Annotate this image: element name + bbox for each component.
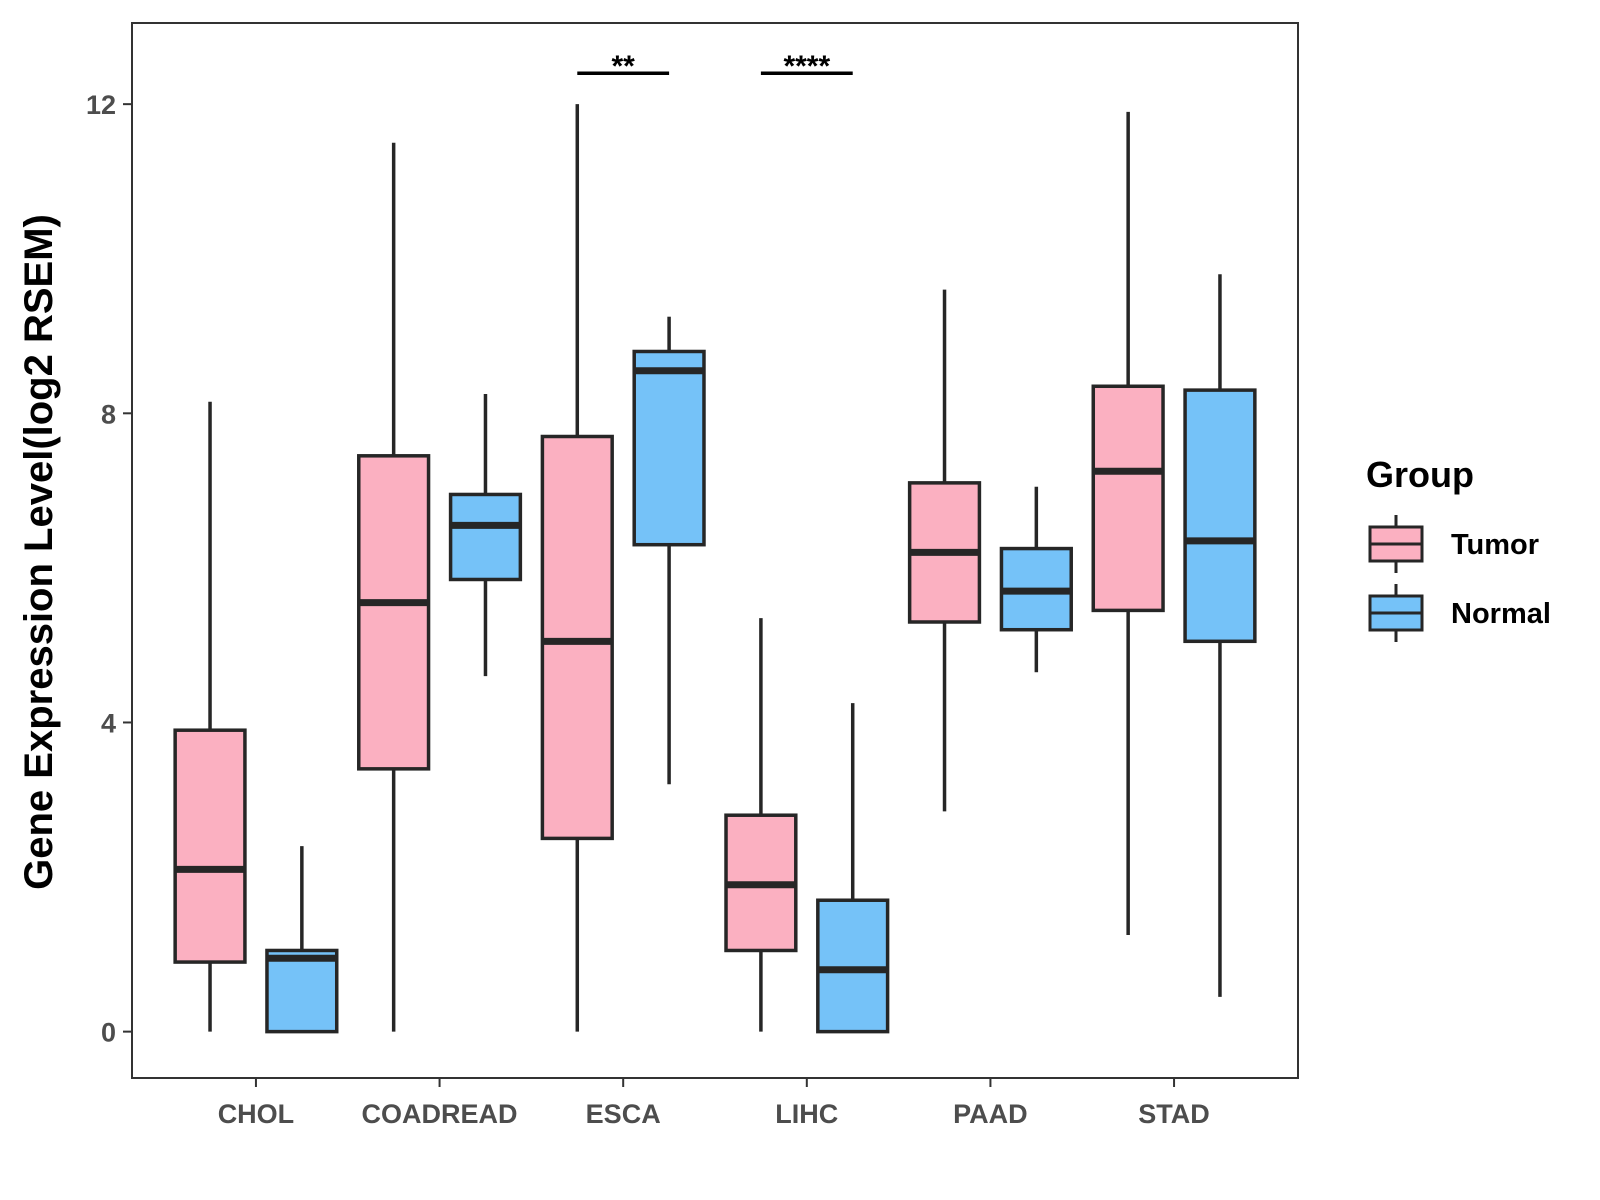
box-normal-chol <box>265 846 339 1034</box>
box-body <box>357 454 431 771</box>
x-tick-label-chol: CHOL <box>218 1099 295 1129</box>
legend-item-tumor: Tumor <box>1368 515 1539 573</box>
y-tick-label: 4 <box>101 708 116 738</box>
legend-title: Group <box>1366 454 1474 495</box>
box-body <box>448 492 523 582</box>
box-normal-esca <box>632 316 706 785</box>
box-body <box>1183 388 1257 644</box>
box-tumor-coadread <box>357 142 431 1032</box>
box-normal-coadread <box>448 393 523 677</box>
box-body <box>632 349 706 547</box>
box-tumor-esca <box>540 104 614 1032</box>
y-tick-label: 8 <box>101 399 116 429</box>
box-body <box>173 728 247 964</box>
box-normal-paad <box>999 486 1073 673</box>
x-tick-label-esca: ESCA <box>586 1099 661 1129</box>
box-tumor-lihc <box>724 618 798 1032</box>
significance-label-lihc: **** <box>783 50 830 83</box>
box-body <box>265 948 339 1034</box>
x-tick-label-paad: PAAD <box>953 1099 1028 1129</box>
x-tick-label-stad: STAD <box>1138 1099 1210 1129</box>
box-normal-stad <box>1183 274 1257 997</box>
box-body <box>540 434 614 841</box>
legend-label-tumor: Tumor <box>1451 529 1539 561</box>
box-tumor-stad <box>1091 111 1165 936</box>
box-normal-lihc <box>816 703 890 1034</box>
y-tick-label: 0 <box>101 1018 116 1048</box>
x-tick-label-coadread: COADREAD <box>362 1099 518 1129</box>
y-axis-title: Gene Expression Level(log2 RSEM) <box>17 214 61 890</box>
x-tick-label-lihc: LIHC <box>775 1099 838 1129</box>
y-tick-label: 12 <box>86 90 116 120</box>
legend-label-normal: Normal <box>1451 598 1551 630</box>
significance-label-esca: ** <box>612 50 636 83</box>
box-tumor-paad <box>907 289 982 812</box>
legend: Group Tumor Normal <box>1366 454 1551 642</box>
box-body <box>1091 384 1165 613</box>
box-tumor-chol <box>173 401 247 1032</box>
legend-item-normal: Normal <box>1368 584 1551 642</box>
box-body <box>816 898 890 1034</box>
